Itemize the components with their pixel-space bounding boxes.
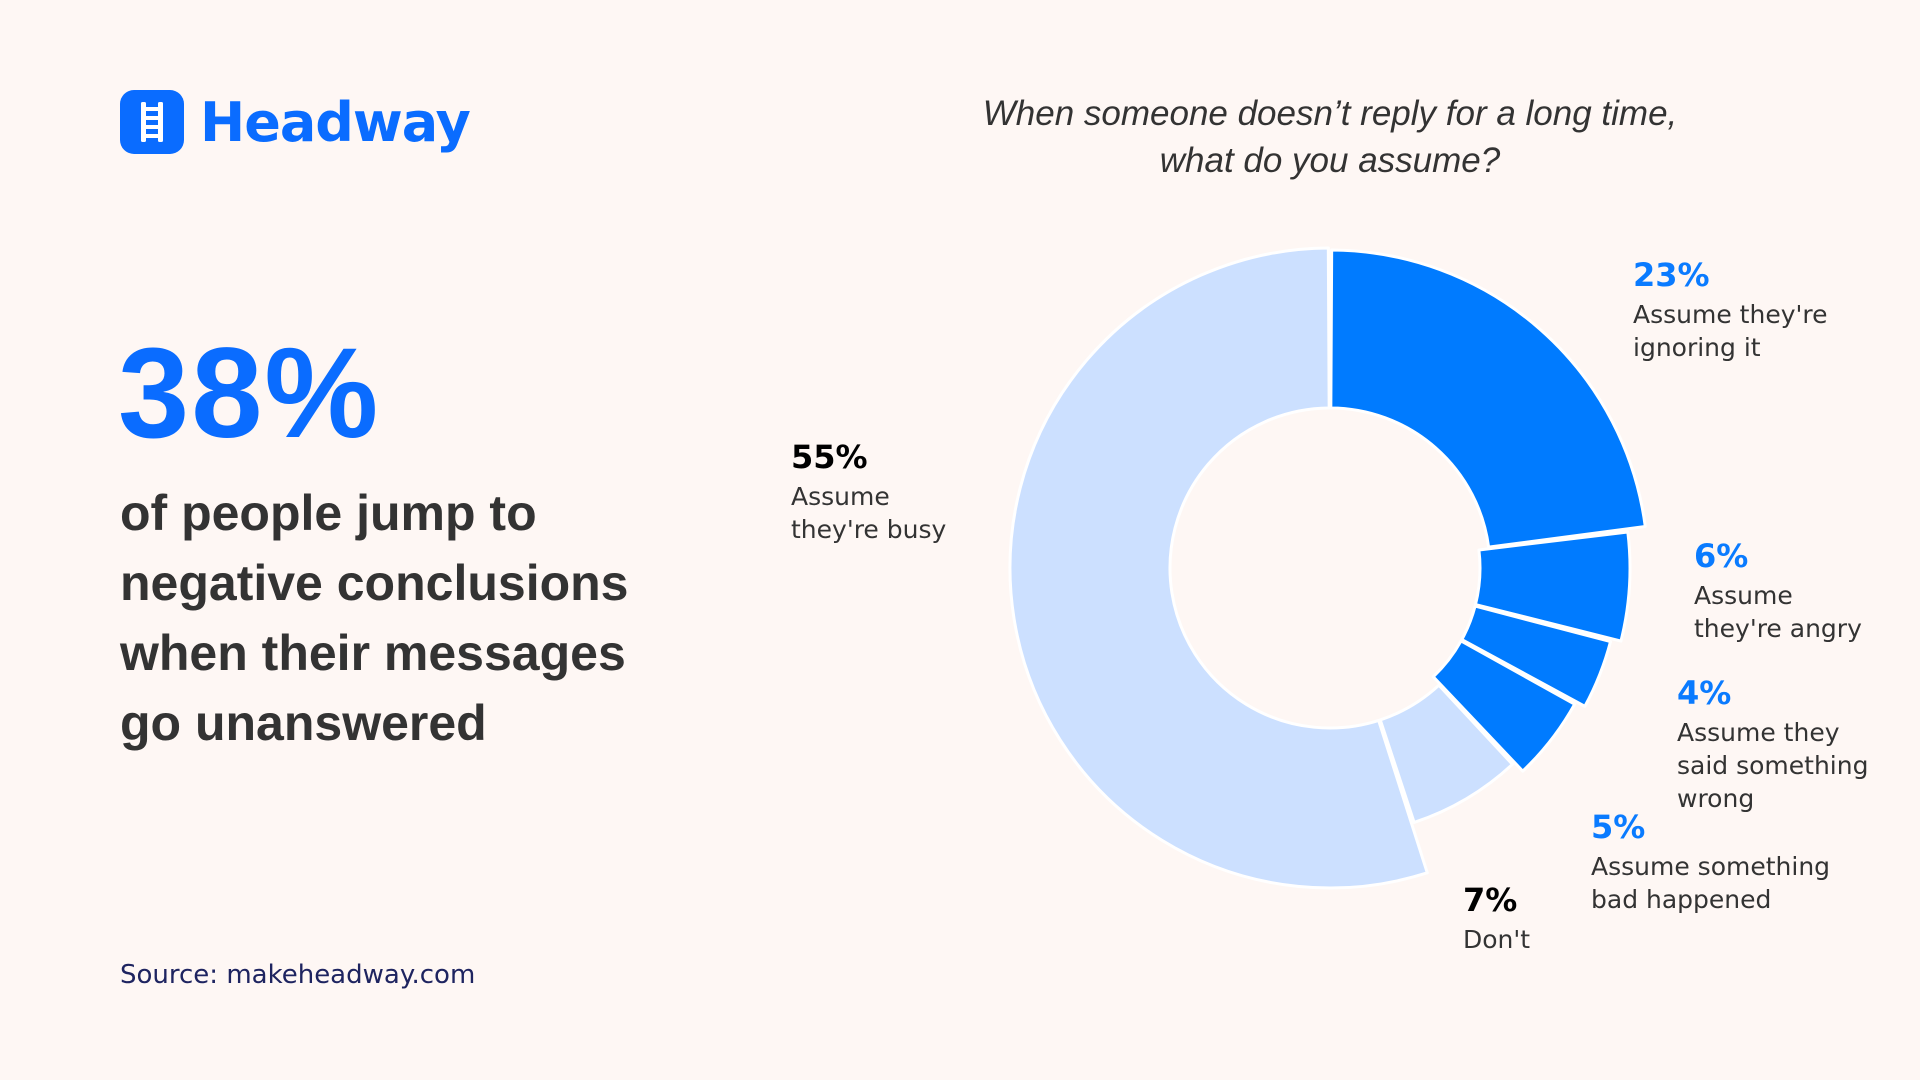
chart-title-line: When someone doesn’t reply for a long ti… xyxy=(982,94,1678,133)
label-text: Assume they're ignoring it xyxy=(1633,300,1828,362)
label-pct: 4% xyxy=(1677,674,1732,712)
ladder-icon xyxy=(120,90,184,154)
donut-slice xyxy=(1378,683,1514,824)
label-angry: 6% Assume they're angry xyxy=(1694,537,1862,645)
hero-headline: of people jump to negative conclusions w… xyxy=(120,478,720,758)
label-pct: 7% xyxy=(1463,881,1518,919)
headline-line: of people jump to xyxy=(120,485,537,541)
label-text: Assume something bad happened xyxy=(1591,852,1831,914)
label-pct: 55% xyxy=(791,438,868,476)
donut-slice xyxy=(1329,248,1647,549)
headline-line: when their messages xyxy=(120,625,626,681)
label-text: Don't xyxy=(1463,925,1531,954)
chart-title: When someone doesn’t reply for a long ti… xyxy=(880,90,1780,184)
label-bad-happened: 5% Assume something bad happened xyxy=(1591,808,1830,916)
label-text: Assume they're angry xyxy=(1694,581,1862,643)
headline-line: negative conclusions xyxy=(120,555,629,611)
donut-slice xyxy=(1473,530,1632,643)
headline-line: go unanswered xyxy=(120,695,487,751)
source-credit: Source: makeheadway.com xyxy=(120,960,476,990)
label-busy: 55% Assume they're busy xyxy=(791,438,946,546)
label-pct: 23% xyxy=(1633,256,1710,294)
brand-name: Headway xyxy=(200,90,471,154)
chart-title-line: what do you assume? xyxy=(1159,141,1501,180)
label-pct: 5% xyxy=(1591,808,1646,846)
donut-slice xyxy=(1008,246,1429,890)
donut-slice xyxy=(1431,639,1577,773)
headway-logo: Headway xyxy=(120,90,471,154)
label-pct: 6% xyxy=(1694,537,1749,575)
label-text: Assume they said something wrong xyxy=(1677,718,1869,813)
label-ignoring: 23% Assume they're ignoring it xyxy=(1633,256,1827,364)
label-said-wrong: 4% Assume they said something wrong xyxy=(1677,674,1868,815)
hero-stat: 38% xyxy=(118,322,381,465)
label-text: Assume they're busy xyxy=(791,482,947,544)
donut-slice xyxy=(1460,604,1613,708)
label-dont: 7% Don't xyxy=(1463,881,1530,956)
